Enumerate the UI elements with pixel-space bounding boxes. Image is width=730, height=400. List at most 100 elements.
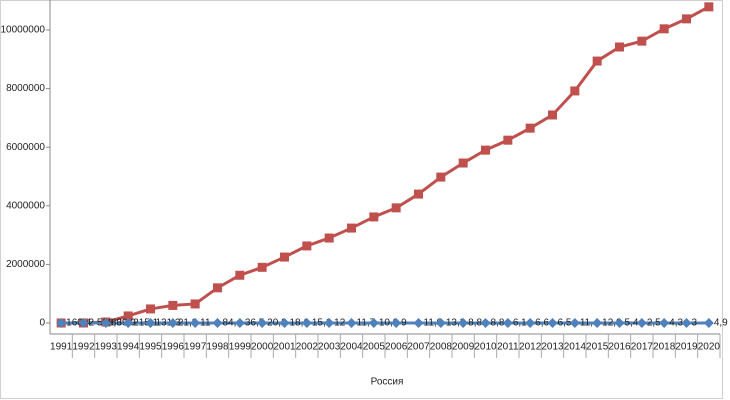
marker — [548, 110, 557, 120]
marker — [190, 317, 201, 328]
marker — [637, 36, 647, 46]
marker — [682, 14, 691, 24]
marker — [301, 317, 312, 328]
marker — [480, 317, 491, 328]
y-tick-label: 8000000 — [6, 83, 45, 94]
marker — [681, 317, 692, 328]
x-tick-label: 2009 — [452, 342, 475, 353]
x-tick-label: 1997 — [184, 342, 207, 353]
y-tick-label: 10000000 — [1, 25, 46, 36]
data-label: 5,4 — [625, 318, 639, 329]
marker — [592, 56, 602, 66]
marker — [369, 212, 379, 222]
x-tick-label: 2013 — [541, 342, 564, 353]
marker — [123, 311, 133, 321]
y-tick-label: 6000000 — [6, 142, 45, 153]
marker — [347, 223, 356, 233]
marker — [212, 317, 223, 328]
marker — [481, 145, 490, 155]
marker — [547, 317, 558, 328]
marker — [570, 86, 580, 96]
marker — [324, 317, 335, 328]
x-tick-label: 2005 — [363, 342, 386, 353]
marker — [659, 24, 669, 34]
x-tick-label: 2014 — [564, 342, 587, 353]
x-tick-label: 2001 — [273, 342, 296, 353]
x-tick-label: 1996 — [162, 342, 185, 353]
data-label: 21,8 — [178, 318, 198, 329]
marker — [235, 270, 245, 280]
x-tick-label: 2018 — [653, 342, 676, 353]
x-tick-label: 2006 — [385, 342, 408, 353]
marker — [391, 317, 402, 328]
y-tick-label: 0 — [39, 318, 45, 329]
data-label: 84,4 — [223, 318, 243, 329]
marker — [280, 252, 289, 262]
marker — [56, 317, 67, 328]
marker — [123, 317, 134, 328]
x-axis-title: Россия — [371, 377, 404, 388]
x-tick-label: 1998 — [206, 342, 229, 353]
data-label: 12,9 — [602, 318, 622, 329]
data-label: 6,1 — [513, 318, 527, 329]
y-tick-label: 2000000 — [6, 259, 45, 270]
data-label: 18,6 — [290, 318, 310, 329]
x-tick-label: 1992 — [72, 342, 95, 353]
marker — [614, 317, 625, 328]
data-label: 8,8 — [468, 318, 482, 329]
marker — [78, 317, 89, 328]
data-label: 15,1 — [312, 318, 332, 329]
x-tick-label: 2007 — [407, 342, 430, 353]
marker — [502, 317, 513, 328]
x-tick-label: 2012 — [519, 342, 542, 353]
y-tick-label: 4000000 — [6, 200, 45, 211]
x-tick-label: 2002 — [296, 342, 319, 353]
x-tick-label: 1999 — [229, 342, 252, 353]
x-tick-label: 2020 — [698, 342, 721, 353]
data-label: 3 — [692, 318, 698, 329]
data-label: 4,3 — [669, 318, 683, 329]
x-tick-label: 2008 — [430, 342, 453, 353]
x-tick-label: 1994 — [117, 342, 140, 353]
data-label: 9 — [401, 318, 407, 329]
x-tick-label: 2015 — [586, 342, 609, 353]
marker — [458, 317, 469, 328]
marker — [145, 317, 156, 328]
marker — [569, 317, 580, 328]
marker — [257, 262, 267, 272]
data-label: 13,3 — [446, 318, 466, 329]
data-label: 8,8 — [491, 318, 505, 329]
marker — [659, 317, 670, 328]
marker — [525, 123, 535, 133]
marker — [414, 189, 423, 199]
marker — [279, 317, 290, 328]
marker — [234, 317, 245, 328]
marker — [413, 317, 424, 328]
data-label: 20,2 — [267, 318, 287, 329]
data-label: 2,5 — [647, 318, 661, 329]
data-label: 10,9 — [379, 318, 399, 329]
x-tick-label: 2016 — [608, 342, 631, 353]
x-tick-label: 2004 — [340, 342, 363, 353]
marker — [368, 317, 379, 328]
x-tick-label: 1991 — [50, 342, 73, 353]
x-tick-label: 1993 — [95, 342, 118, 353]
marker — [525, 317, 536, 328]
marker — [257, 317, 268, 328]
data-label: 6,6 — [535, 318, 549, 329]
marker — [346, 317, 357, 328]
data-label: 36,5 — [245, 318, 265, 329]
marker — [213, 283, 222, 293]
data-label: 11,4 — [580, 318, 599, 329]
x-tick-label: 2000 — [251, 342, 274, 353]
data-label: 11 — [200, 318, 211, 329]
marker — [436, 172, 446, 182]
data-label: 4,9 — [714, 318, 728, 329]
data-label: 11,7 — [357, 318, 376, 329]
marker — [324, 233, 334, 243]
marker — [503, 135, 513, 145]
x-tick-label: 2010 — [474, 342, 497, 353]
